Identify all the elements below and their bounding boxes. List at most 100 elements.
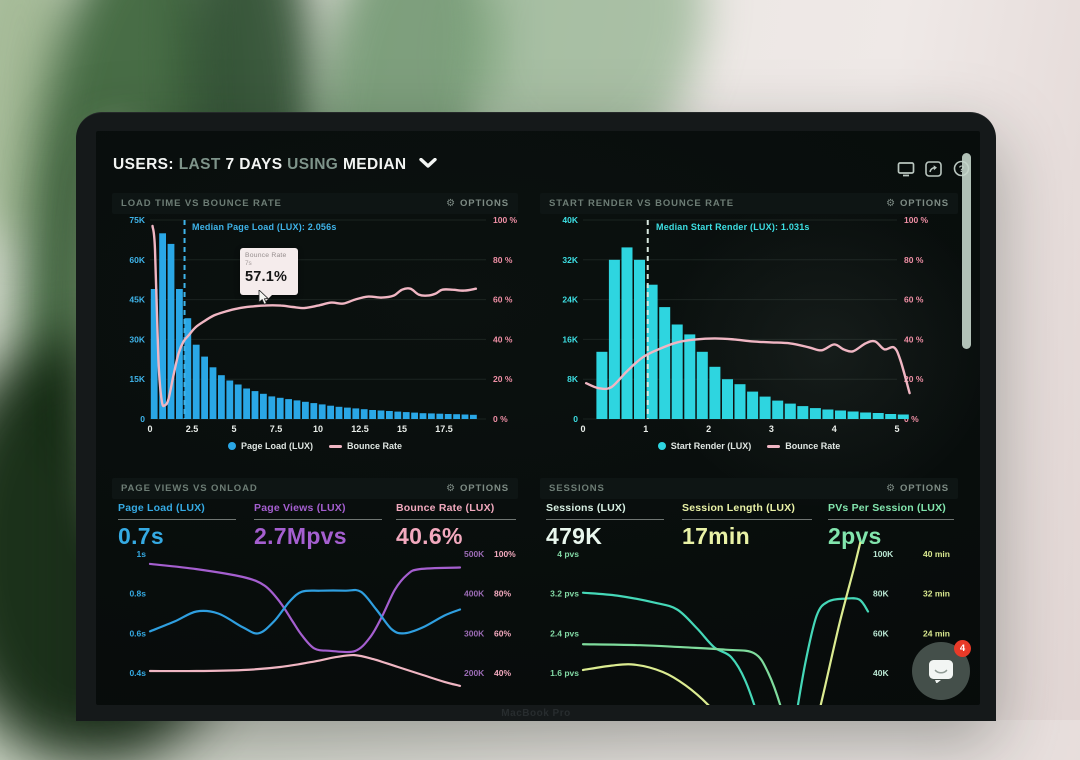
histogram-bar (885, 414, 897, 419)
histogram-bar (251, 391, 259, 419)
x-axis-tick: 5 (231, 424, 236, 434)
options-button[interactable]: ⚙ OPTIONS (886, 483, 949, 494)
histogram-bar (809, 408, 821, 419)
share-icon[interactable] (924, 159, 943, 178)
y-axis-tick: 40K (562, 215, 578, 225)
histogram-bar (470, 414, 477, 419)
x-axis-tick: 2.5 (186, 424, 199, 434)
y-axis-tick: 15K (129, 374, 145, 384)
panel-title: SESSIONS (549, 483, 605, 494)
x-axis-tick: 0 (147, 424, 152, 434)
y-axis-tick: 0 (140, 414, 145, 424)
y-axis-tick: 80 % (493, 255, 513, 265)
y-axis-tick: 40 % (904, 334, 924, 344)
start-render-histogram-chart: 40K 100 % 32K 80 % 24K 60 % 16K 40 % 8K 20 % 0 0 % 0… (562, 215, 928, 434)
histogram-bar (268, 396, 276, 419)
x-axis-tick: 4 (832, 424, 837, 434)
median-dropdown-chevron[interactable] (419, 155, 437, 173)
series-line (148, 653, 462, 687)
histogram-bar (747, 391, 759, 419)
header-segment: LAST (178, 156, 221, 173)
histogram-bar (659, 307, 671, 419)
y-axis-tick: 1s (137, 549, 147, 559)
series-line (581, 542, 862, 705)
y-axis-tick: 2.4 pvs (550, 628, 579, 638)
y-axis-tick: 16K (562, 334, 578, 344)
y-axis-tick: 60 % (904, 295, 924, 305)
histogram-bar (344, 407, 351, 419)
histogram-bar (352, 408, 360, 419)
svg-text:?: ? (959, 164, 965, 175)
header-segment: USING (287, 156, 339, 173)
y-axis-tick: 30K (129, 334, 145, 344)
series-line (148, 588, 462, 635)
options-label: OPTIONS (899, 198, 949, 209)
histogram-bar (327, 405, 334, 419)
y-axis-tick: 200K (464, 668, 485, 678)
histogram-bar (394, 411, 402, 419)
panel-title: PAGE VIEWS VS ONLOAD (121, 483, 258, 494)
y-axis-tick: 40K (873, 668, 889, 678)
y-axis-tick: 80% (494, 589, 511, 599)
mouse-cursor-icon (258, 290, 269, 305)
histogram-bar (696, 351, 708, 419)
tooltip-title: Bounce Rate (245, 252, 287, 259)
y-axis-tick: 60K (129, 255, 145, 265)
options-button[interactable]: ⚙ OPTIONS (446, 483, 509, 494)
chart-legend: Page Load (LUX) Bounce Rate (112, 441, 518, 451)
histogram-bar (201, 356, 208, 419)
chat-bubble-icon (929, 660, 953, 683)
laptop: USERS: LAST 7 DAYS USING MEDIAN ? LOAD (76, 112, 996, 721)
histogram-bar (419, 413, 427, 419)
gear-icon: ⚙ (446, 482, 456, 494)
histogram-bar (784, 403, 796, 419)
legend-item: Start Render (LUX) (657, 441, 751, 451)
chart-tooltip: Bounce Rate 7s 57.1% (240, 248, 298, 301)
metric-pvs-per-session: PVs Per Session (LUX) 2pvs (828, 502, 964, 550)
histogram-bar (209, 367, 217, 419)
y-axis-tick: 4 pvs (557, 549, 579, 559)
display-icon[interactable] (896, 159, 915, 178)
panel-header: LOAD TIME VS BOUNCE RATE ⚙ OPTIONS (112, 193, 518, 214)
histogram-bar (772, 400, 784, 419)
y-axis-tick: 40 % (493, 334, 513, 344)
dashboard-header-title: USERS: LAST 7 DAYS USING MEDIAN (113, 155, 437, 179)
y-axis-tick: 32 min (923, 589, 950, 599)
histogram-bar (226, 380, 234, 419)
x-axis-tick: 15 (397, 424, 407, 434)
scrollbar-thumb[interactable] (962, 153, 971, 349)
y-axis-tick: 20 % (493, 374, 513, 384)
histogram-bar (260, 393, 267, 419)
histogram-bar (360, 409, 368, 419)
histogram-bar (596, 351, 608, 419)
chat-button[interactable]: 4 (912, 640, 971, 700)
x-axis-tick: 7.5 (270, 424, 283, 434)
histogram-bar (734, 384, 746, 419)
y-axis-tick: 24 min (923, 628, 950, 638)
histogram-bar (335, 406, 343, 419)
histogram-bar (159, 233, 166, 419)
legend-swatch (227, 442, 236, 450)
y-axis-tick: 0.8s (129, 589, 146, 599)
bounce-rate-line (151, 224, 478, 408)
gear-icon: ⚙ (886, 482, 896, 494)
legend-item: Bounce Rate (767, 441, 840, 451)
y-axis-tick: 75K (129, 215, 145, 225)
histogram-bar (386, 411, 393, 419)
y-axis-tick: 100K (873, 549, 894, 559)
x-axis-tick: 1 (643, 424, 648, 434)
histogram-bar (872, 413, 884, 419)
y-axis-tick: 100 % (493, 215, 518, 225)
options-button[interactable]: ⚙ OPTIONS (886, 198, 949, 209)
panel-page-views-vs-onload: PAGE VIEWS VS ONLOAD ⚙ OPTIONS Page Load… (112, 478, 518, 705)
options-button[interactable]: ⚙ OPTIONS (446, 198, 509, 209)
histogram-bar (218, 375, 225, 419)
y-axis-tick: 40 min (923, 549, 950, 559)
histogram-bar (759, 396, 771, 419)
y-axis-tick: 45K (129, 295, 145, 305)
histogram-bar (461, 414, 469, 419)
histogram-bar (428, 413, 435, 419)
tooltip-value: 57.1% (245, 269, 288, 285)
histogram-bar (436, 413, 444, 419)
histogram-bar (453, 414, 460, 419)
